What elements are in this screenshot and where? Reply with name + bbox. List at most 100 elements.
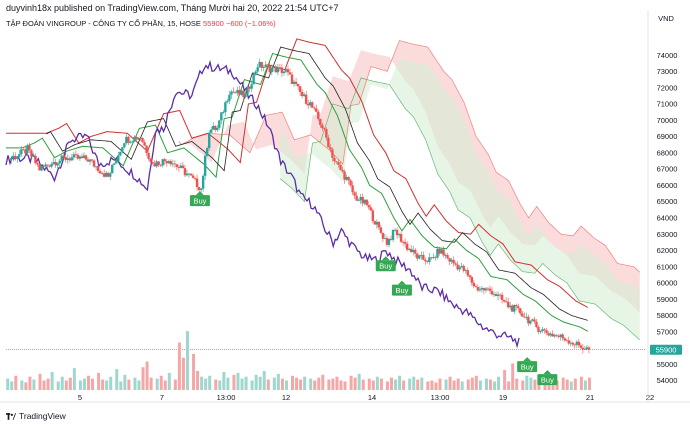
candle-body xyxy=(288,72,292,75)
candle-body xyxy=(183,168,187,176)
footer: TradingView xyxy=(6,411,66,421)
candle-body xyxy=(22,149,25,151)
volume-bar xyxy=(222,371,226,390)
volume-bar xyxy=(339,380,343,390)
volume-bar xyxy=(266,379,270,390)
candle-body xyxy=(557,335,560,337)
buy-signal-arrow xyxy=(523,357,532,362)
symbol-price: 55900 xyxy=(203,19,224,28)
candle-body xyxy=(387,238,391,245)
candle-body xyxy=(137,137,140,140)
candle-body xyxy=(513,305,516,312)
volume-bar xyxy=(408,378,412,390)
y-tick-label: 60000 xyxy=(657,279,678,288)
candle-body xyxy=(129,141,132,143)
volume-bar xyxy=(537,381,541,390)
volume-bar xyxy=(317,377,321,390)
candle-body xyxy=(193,177,197,179)
candle-body xyxy=(452,259,455,264)
candle-body xyxy=(48,165,51,167)
volume-bar xyxy=(561,377,565,390)
volume-bar xyxy=(6,378,10,390)
base-line xyxy=(6,38,588,308)
candle-body xyxy=(363,199,366,204)
candle-body xyxy=(567,340,570,344)
volume-bar xyxy=(573,378,577,390)
buy-signal-label: Buy xyxy=(395,286,408,295)
candle-body xyxy=(464,270,467,271)
candle-body xyxy=(577,341,581,346)
candle-body xyxy=(569,342,572,344)
candle-body xyxy=(498,294,502,296)
candle-body xyxy=(533,319,536,322)
candle-body xyxy=(125,136,128,144)
candle-body xyxy=(252,73,255,85)
candle-body xyxy=(199,188,203,191)
volume-bar xyxy=(192,353,196,390)
candle-body xyxy=(294,81,298,84)
candle-body xyxy=(434,257,437,258)
candle-body xyxy=(34,155,37,164)
candle-body xyxy=(496,294,500,297)
x-tick-label: 13:00 xyxy=(217,393,236,402)
volume-bar xyxy=(565,379,569,390)
candle-body xyxy=(418,255,421,259)
candle-body xyxy=(414,249,417,254)
buy-signal-arrow xyxy=(543,370,552,375)
candle-body xyxy=(563,338,566,341)
candle-body xyxy=(44,164,47,167)
candle-body xyxy=(553,335,556,337)
volume-bar xyxy=(385,381,389,390)
volume-bar xyxy=(214,379,218,390)
candle-body xyxy=(527,316,530,324)
candle-body xyxy=(313,107,316,109)
candles xyxy=(8,58,591,354)
candle-body xyxy=(18,154,21,157)
span-b-line xyxy=(178,40,640,273)
volume-bar xyxy=(466,379,470,390)
candle-body xyxy=(561,334,564,339)
candle-body xyxy=(460,265,463,268)
candle-body xyxy=(351,185,354,193)
candle-body xyxy=(325,129,328,138)
candle-body xyxy=(333,157,336,162)
volume-bar xyxy=(448,376,452,390)
candle-body xyxy=(68,158,72,161)
candle-body xyxy=(92,160,96,167)
volume-bar xyxy=(587,377,591,390)
candle-body xyxy=(78,156,82,159)
volume-bar xyxy=(379,378,383,390)
volume-bar xyxy=(119,381,123,390)
y-axis: VND 74000 73000 72000 71000 70000 69000 68000 67… xyxy=(0,10,690,403)
candle-body xyxy=(537,327,540,332)
candle-body xyxy=(274,66,278,73)
candle-body xyxy=(424,259,427,262)
candle-body xyxy=(14,155,17,159)
x-tick-label: 19 xyxy=(499,393,507,402)
x-tick-label: 12 xyxy=(282,393,290,402)
candle-body xyxy=(412,249,415,253)
volume-bar xyxy=(284,380,288,390)
candle-body xyxy=(555,335,558,336)
candle-body xyxy=(220,112,223,121)
volume-bar xyxy=(258,376,262,390)
candle-body xyxy=(46,164,49,166)
volume-bar xyxy=(291,375,295,390)
volume-bar xyxy=(394,379,398,390)
candle-body xyxy=(515,305,518,307)
candle-body xyxy=(151,162,154,164)
volume-bar xyxy=(529,377,533,390)
candle-body xyxy=(458,267,461,270)
volume-bar xyxy=(42,380,46,390)
volume-bar xyxy=(24,382,28,390)
volume-bar xyxy=(357,373,361,390)
volume-bar xyxy=(56,381,60,390)
candle-body xyxy=(478,289,482,291)
candle-body xyxy=(327,137,330,148)
candle-body xyxy=(155,161,158,167)
candle-body xyxy=(131,141,134,143)
candle-body xyxy=(296,83,300,87)
candle-body xyxy=(88,159,92,162)
y-tick-label: 73000 xyxy=(657,67,678,76)
